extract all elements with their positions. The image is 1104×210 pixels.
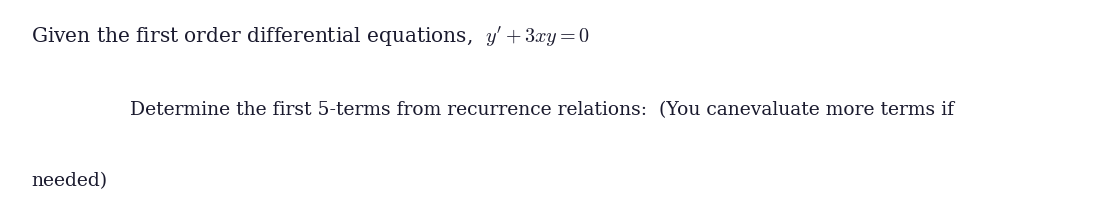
Text: Determine the first 5-terms from recurrence relations:  (You canevaluate more te: Determine the first 5-terms from recurre… [130,101,954,119]
Text: needed): needed) [31,172,107,190]
Text: Given the first order differential equations,  $y^{\prime} + 3xy = 0$: Given the first order differential equat… [31,25,590,49]
